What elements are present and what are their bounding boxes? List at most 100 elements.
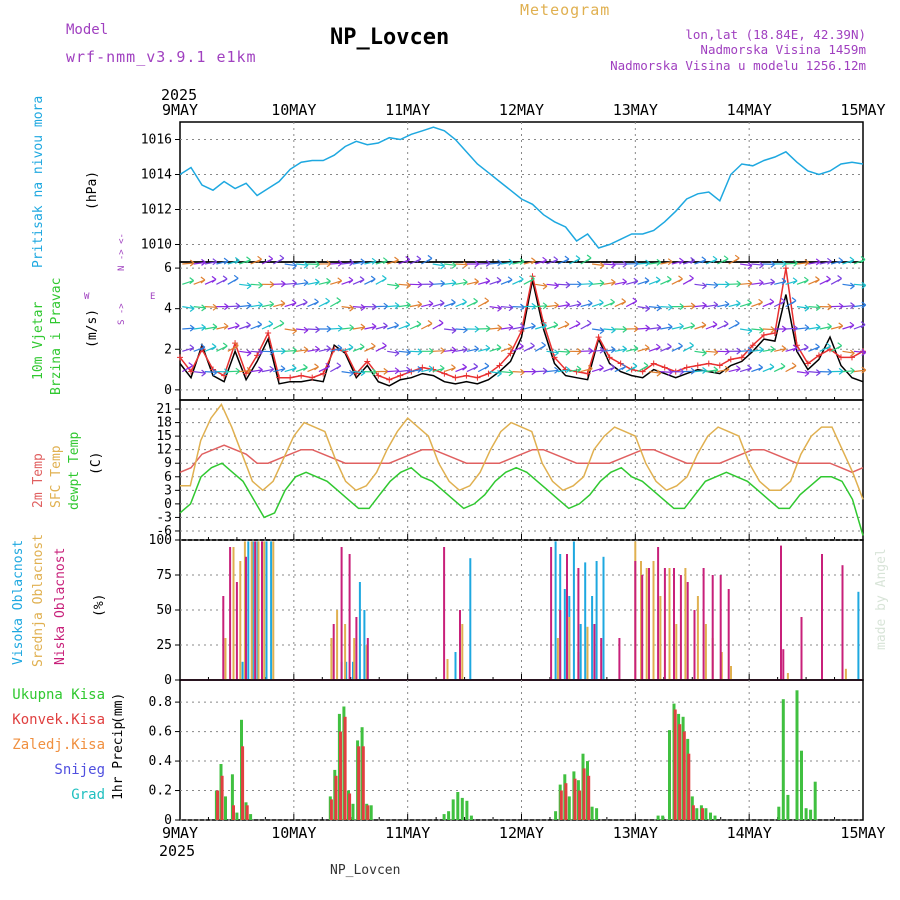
wind-arrow	[455, 261, 468, 269]
wind-arrow	[239, 349, 252, 357]
footer-title: NP_Lovcen	[330, 863, 400, 878]
wind-arrow	[296, 261, 309, 269]
precipitation-bar-konvek-kisa	[578, 790, 582, 820]
wind-arrow	[512, 303, 525, 311]
precipitation-ytick-label: 0.6	[149, 725, 172, 740]
x-tick-label-top: 11MAY	[385, 101, 430, 119]
wind-arrow	[603, 278, 616, 286]
precipitation-bar-ukupna-kisa	[590, 806, 594, 820]
wind-arrow	[717, 255, 729, 265]
wind-arrow	[295, 298, 308, 308]
wind-arrow	[819, 342, 831, 352]
wind-arrow	[785, 324, 798, 332]
x-tick-label-top: 14MAY	[727, 101, 772, 119]
clouds-bar-niska-oblacnost	[355, 617, 358, 680]
wind-arrow	[660, 323, 673, 331]
wind-arrow	[523, 342, 535, 352]
x-tick-label-bottom: 14MAY	[727, 824, 772, 842]
clouds-ytick-label: 75	[156, 568, 172, 583]
temperature-ytick-label: 3	[164, 483, 172, 498]
wind-arrow	[842, 321, 855, 330]
wind-arrow	[819, 323, 832, 330]
wind-gust-marker	[804, 360, 811, 367]
cloud-low-label: Niska Oblacnost	[53, 548, 68, 665]
wind-arrow	[444, 326, 457, 334]
legend-snow: Snijeg	[54, 762, 105, 778]
precipitation-bar-konvek-kisa	[691, 805, 695, 820]
clouds-bar-visoka-oblacnost	[572, 541, 575, 680]
precipitation-bar-ukupna-kisa	[777, 806, 781, 820]
precipitation-bar-konvek-kisa	[334, 775, 338, 820]
wind-arrow	[182, 362, 194, 373]
precipitation-ytick-label: 0.4	[149, 754, 173, 769]
precipitation-bar-ukupna-kisa	[809, 809, 813, 820]
plot-layer: 10101012101410160246-6-30369121518210255…	[141, 101, 886, 842]
clouds-bar-srednja-oblacnost	[645, 568, 648, 680]
clouds-bar-srednja-oblacnost	[330, 638, 333, 680]
wind-arrow	[375, 322, 388, 330]
precipitation-bar-konvek-kisa	[329, 799, 333, 820]
wind-gust-marker	[683, 364, 690, 371]
x-tick-label-bottom: 12MAY	[499, 824, 544, 842]
model-label: Model	[66, 22, 108, 38]
wind-gust-marker	[375, 372, 382, 379]
wind-arrow	[591, 299, 604, 308]
wind-arrow	[648, 276, 661, 285]
wind-arrow	[535, 282, 548, 290]
wind-arrow	[603, 363, 616, 373]
wind-arrow	[500, 323, 514, 331]
wind-arrow	[717, 281, 730, 288]
wind-arrow	[785, 259, 798, 267]
clouds-bar-niska-oblacnost	[600, 638, 603, 680]
x-tick-label-bottom: 11MAY	[385, 824, 430, 842]
clouds-bar-srednja-oblacnost	[730, 666, 732, 680]
wind-gust-marker	[661, 364, 668, 371]
wind-arrow	[227, 274, 239, 285]
clouds-bar-srednja-oblacnost	[257, 541, 260, 680]
wind-arrow	[478, 259, 491, 267]
wind-ytick-label: 0	[164, 383, 172, 398]
clouds-bar-niska-oblacnost	[679, 575, 682, 680]
precipitation-bar-ukupna-kisa	[442, 814, 446, 820]
wind-arrow	[819, 368, 833, 376]
temperature-ytick-label: 15	[156, 429, 172, 444]
wind-arrow	[512, 368, 525, 376]
wind-arrow	[751, 261, 764, 269]
wind-ytick-label: 6	[164, 261, 172, 276]
wind-arrow	[477, 297, 490, 308]
wind-arrow	[227, 367, 241, 375]
wind-arrow	[432, 319, 444, 330]
wind-arrow	[204, 368, 218, 376]
wind-arrow	[637, 277, 650, 285]
wind-arrow	[637, 324, 650, 332]
wind-gust-marker	[309, 374, 316, 381]
clouds-bar-visoka-oblacnost	[602, 556, 605, 680]
precipitation-ytick-label: 0.8	[149, 695, 172, 710]
wind-arrow	[204, 323, 218, 331]
wind-arrow	[592, 327, 605, 335]
clouds-bar-niska-oblacnost	[727, 589, 730, 680]
wind-arrow	[364, 303, 377, 311]
clouds-bar-niska-oblacnost	[821, 554, 823, 680]
wind-arrow	[489, 324, 502, 332]
pressure-unit-label: (hPa)	[85, 171, 100, 210]
wind-arrow	[603, 298, 615, 308]
clouds-bar-visoka-oblacnost	[241, 661, 244, 680]
wind-arrow	[569, 300, 582, 308]
wind-arrow	[261, 281, 275, 288]
wind-gust-marker	[485, 370, 492, 377]
wind-arrow	[455, 298, 467, 308]
wind-arrow	[261, 255, 274, 265]
wind-arrow	[762, 326, 776, 334]
wind-arrow	[182, 344, 195, 352]
wind-arrow	[569, 348, 582, 355]
precipitation-bar-konvek-kisa	[216, 790, 220, 820]
wind-gust-marker	[771, 330, 778, 337]
precipitation-ytick-label: 0	[164, 813, 172, 828]
cloud-high-label: Visoka Oblacnost	[11, 540, 26, 665]
wind-arrow	[808, 369, 821, 377]
wind-arrow	[808, 258, 821, 266]
clouds-bar-niska-oblacnost	[711, 575, 714, 680]
clouds-bar-niska-oblacnost	[663, 568, 666, 680]
wind-arrow	[398, 321, 411, 330]
